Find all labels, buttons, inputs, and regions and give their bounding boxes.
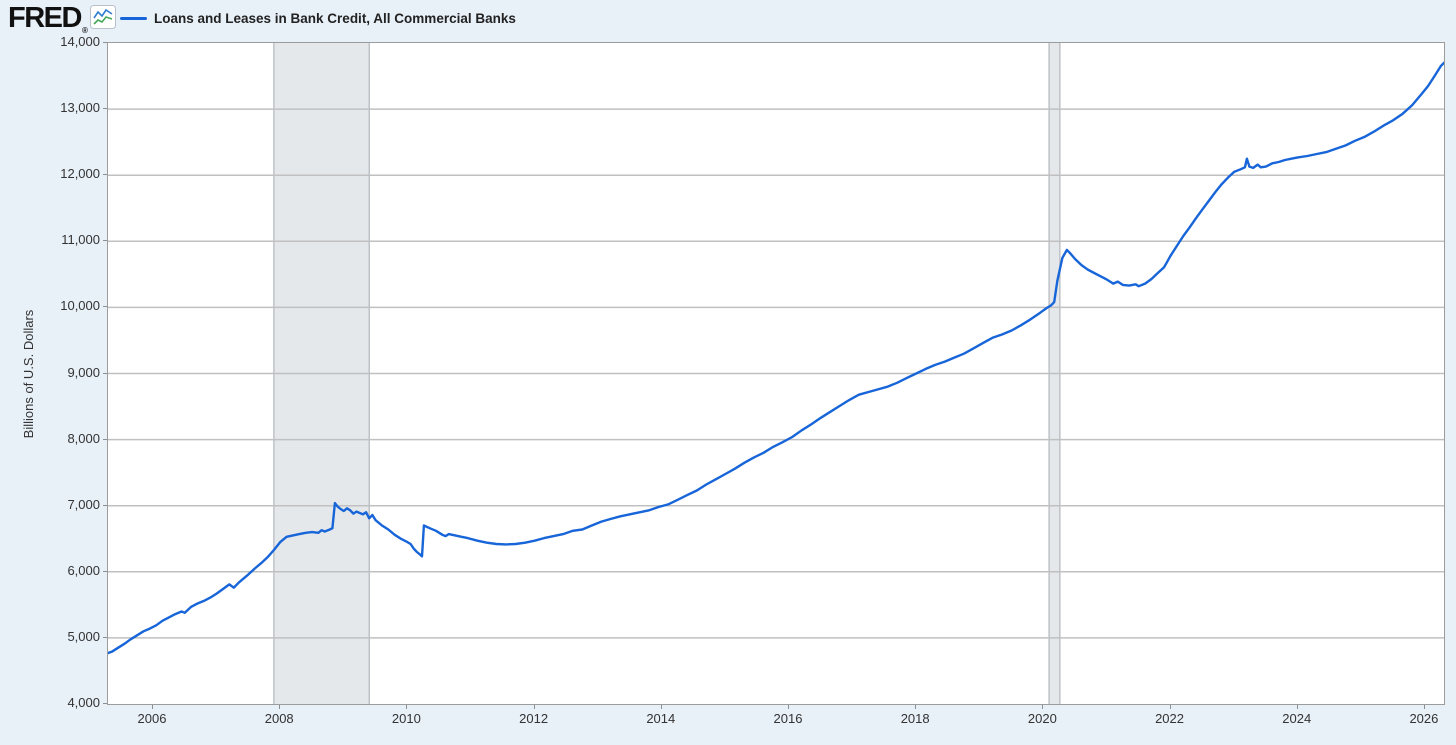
x-tick-label: 2024 bbox=[1282, 711, 1312, 726]
y-tick-mark bbox=[103, 504, 108, 506]
legend-series-label: Loans and Leases in Bank Credit, All Com… bbox=[154, 11, 516, 26]
y-tick-label: 7,000 bbox=[67, 496, 100, 512]
series-legend[interactable]: Loans and Leases in Bank Credit, All Com… bbox=[120, 0, 516, 37]
x-tick-mark bbox=[1042, 704, 1044, 709]
x-tick-mark bbox=[1296, 704, 1298, 709]
y-tick-label: 14,000 bbox=[60, 34, 100, 49]
x-tick-label: 2012 bbox=[519, 711, 549, 726]
x-tick-mark bbox=[533, 704, 535, 709]
plot-area[interactable] bbox=[107, 42, 1445, 705]
fred-logo-text: FRED bbox=[8, 2, 82, 34]
y-tick-label: 12,000 bbox=[60, 166, 100, 182]
x-tick-label: 2026 bbox=[1409, 711, 1439, 726]
y-tick-label: 4,000 bbox=[67, 695, 100, 710]
y-tick-mark bbox=[103, 174, 108, 176]
y-tick-mark bbox=[103, 240, 108, 242]
fred-logo[interactable]: FRED® bbox=[8, 2, 88, 41]
x-tick-mark bbox=[279, 704, 281, 709]
x-tick-label: 2022 bbox=[1155, 711, 1184, 726]
y-tick-mark bbox=[103, 438, 108, 440]
x-tick-label: 2020 bbox=[1027, 711, 1057, 726]
x-tick-mark bbox=[1169, 704, 1171, 709]
y-tick-mark bbox=[103, 108, 108, 110]
y-tick-mark bbox=[103, 703, 108, 704]
y-tick-label: 6,000 bbox=[67, 562, 100, 578]
x-tick-mark bbox=[152, 704, 154, 709]
chart-canvas bbox=[108, 43, 1444, 704]
y-tick-label: 9,000 bbox=[67, 364, 100, 380]
y-tick-label: 13,000 bbox=[60, 100, 100, 116]
x-tick-label: 2014 bbox=[646, 711, 676, 726]
y-tick-label: 8,000 bbox=[67, 430, 100, 446]
registered-trademark-symbol: ® bbox=[81, 26, 88, 35]
y-tick-label: 10,000 bbox=[60, 298, 100, 314]
y-tick-mark bbox=[103, 570, 108, 572]
x-tick-mark bbox=[1423, 704, 1425, 709]
x-tick-label: 2018 bbox=[900, 711, 930, 726]
x-tick-label: 2016 bbox=[773, 711, 803, 726]
x-tick-label: 2008 bbox=[264, 711, 294, 726]
y-tick-mark bbox=[103, 306, 108, 308]
fred-sparkline-icon bbox=[90, 5, 116, 29]
y-tick-mark bbox=[103, 636, 108, 638]
legend-line-swatch bbox=[120, 17, 147, 20]
y-tick-mark bbox=[103, 372, 108, 374]
y-tick-label: 11,000 bbox=[61, 232, 100, 248]
x-tick-label: 2006 bbox=[137, 711, 167, 726]
x-tick-mark bbox=[915, 704, 917, 709]
y-tick-label: 5,000 bbox=[67, 628, 100, 644]
x-tick-mark bbox=[406, 704, 408, 709]
data-series-line bbox=[108, 61, 1444, 655]
x-tick-mark bbox=[660, 704, 662, 709]
y-tick-mark bbox=[103, 42, 108, 43]
chart-header: FRED® Loans and Leases in Bank Credit, A… bbox=[0, 0, 1456, 37]
x-tick-mark bbox=[787, 704, 789, 709]
x-tick-label: 2010 bbox=[391, 711, 421, 726]
